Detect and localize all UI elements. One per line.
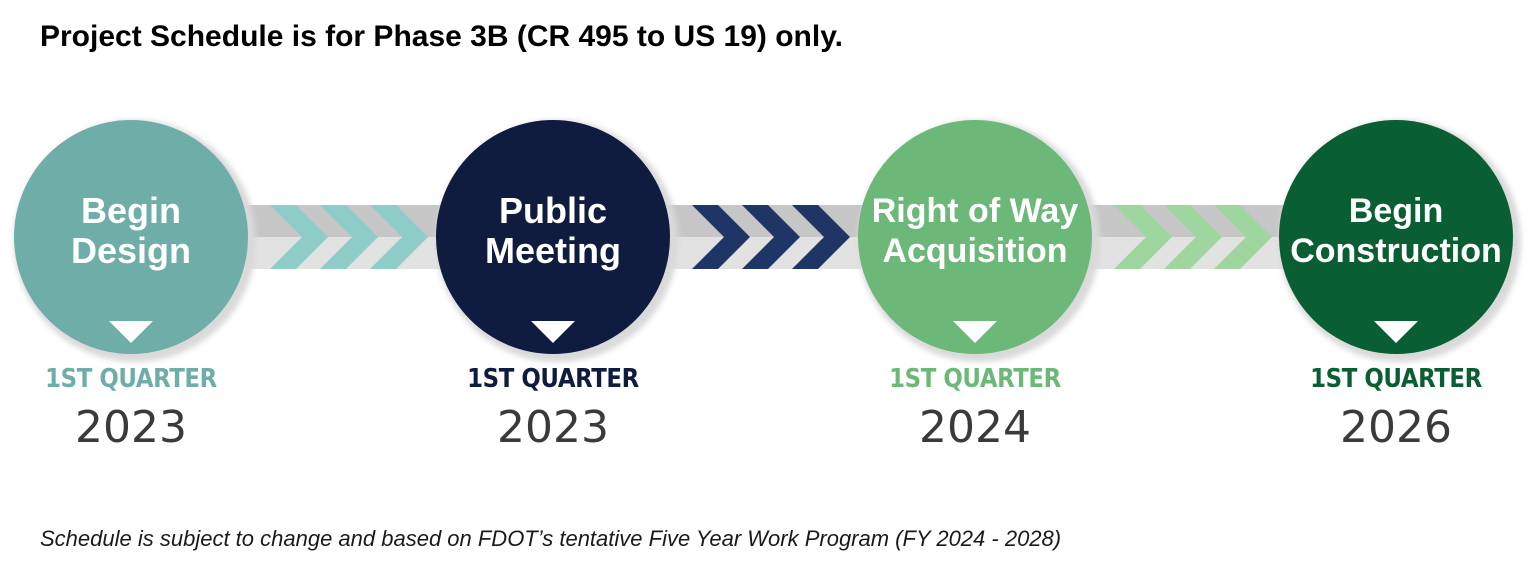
milestone-disc [858,120,1092,354]
page-title: Project Schedule is for Phase 3B (CR 495… [40,20,844,53]
milestone-title: Right of Way Acquisition [855,191,1095,271]
chevron-arrow-icon [692,205,750,269]
milestone-title-line1: Public [498,190,608,231]
connector-2 [660,205,868,269]
triangle-down-icon [531,321,575,343]
milestone-quarter: 1ST QUARTER [889,364,1061,394]
footnote: Schedule is subject to change and based … [40,526,1062,551]
chevron-arrow-icon [742,205,800,269]
milestone-circle-1 [14,120,256,362]
milestone-title-line1: Begin [80,190,181,231]
milestone-disc [1279,120,1513,354]
milestone-circle-2 [436,120,678,362]
connector-3 [1082,205,1289,269]
triangle-down-icon [953,321,997,343]
chevron-arrow-icon [792,205,850,269]
milestone-circle-3 [858,120,1100,362]
milestone-title: Begin Construction [1276,191,1516,271]
milestone-year: 2026 [1340,402,1452,453]
chevron-arrow-icon [1214,205,1272,269]
milestone-title: Begin Design [11,191,251,271]
milestone-disc [14,120,248,354]
chevron-arrow-icon [270,205,328,269]
milestone-title-line2: Meeting [484,230,621,271]
milestone-title: Public Meeting [433,191,673,271]
circle-layer [14,120,1521,362]
connector-layer [238,205,1289,269]
milestone-title-line2: Design [70,230,192,271]
milestone-title-line2: Acquisition [882,232,1068,270]
milestone-year: 2024 [919,402,1031,453]
chevron-arrow-icon [1164,205,1222,269]
milestone-title-line1: Begin [1348,192,1444,230]
milestone-year: 2023 [497,402,609,453]
chevron-arrow-icon [320,205,378,269]
milestone-circle-4 [1279,120,1521,362]
triangle-down-icon [1374,321,1418,343]
milestone-title-line1: Right of Way [871,192,1079,230]
milestone-quarter: 1ST QUARTER [1310,364,1482,394]
milestone-disc [436,120,670,354]
milestone-title-line2: Construction [1290,232,1502,270]
milestone-quarter: 1ST QUARTER [45,364,217,394]
chevron-arrow-icon [370,205,428,269]
milestone-quarter: 1ST QUARTER [467,364,639,394]
chevron-arrow-icon [1114,205,1172,269]
milestone-year: 2023 [75,402,187,453]
connector-1 [238,205,446,269]
triangle-down-icon [109,321,153,343]
